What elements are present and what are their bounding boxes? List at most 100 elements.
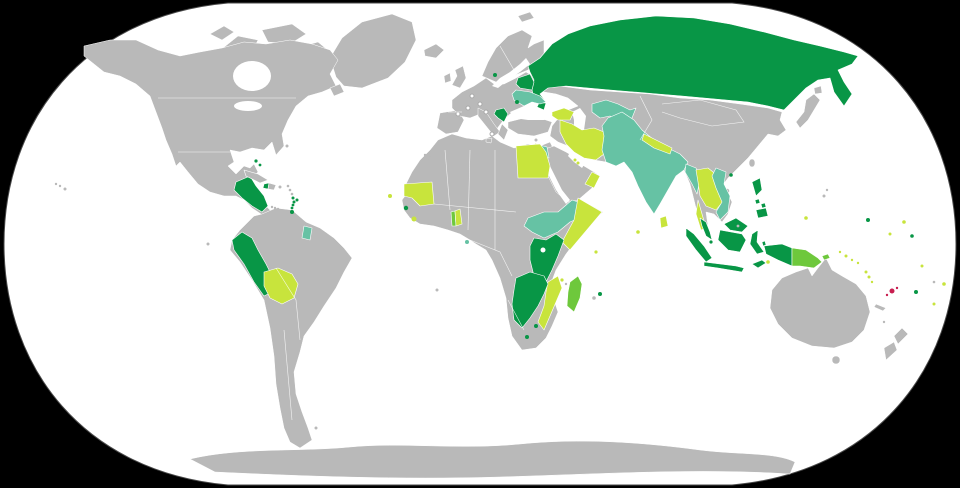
region-marshall-islands xyxy=(902,220,906,224)
region-hawaii-1 xyxy=(54,182,58,186)
region-caucasus xyxy=(551,107,575,121)
region-fiji-3 xyxy=(895,286,899,290)
region-fiji xyxy=(889,288,895,294)
region-malaysia xyxy=(699,217,749,241)
region-timor-leste xyxy=(766,260,770,264)
border-brazil xyxy=(275,267,301,341)
region-dominican-republic xyxy=(267,182,277,191)
region-tuvalu xyxy=(920,264,924,268)
region-fiji-2 xyxy=(885,293,889,297)
region-mauritius xyxy=(598,292,602,296)
region-vanuatu-2 xyxy=(867,275,871,279)
region-abc-3 xyxy=(276,207,280,211)
region-abc-2 xyxy=(273,206,277,210)
region-vietnam xyxy=(711,167,731,221)
region-antilles-gray-3 xyxy=(290,192,294,196)
region-suriname xyxy=(301,225,313,241)
border-scandinavia xyxy=(499,45,515,71)
region-bahamas xyxy=(254,159,258,163)
region-madagascar xyxy=(566,275,583,313)
region-hawaii-3 xyxy=(63,187,67,191)
region-cape-verde xyxy=(388,194,392,198)
region-belarus xyxy=(515,73,535,91)
region-northern-marianas xyxy=(825,188,829,192)
microstate-ring-6 xyxy=(489,131,495,137)
region-nauru xyxy=(888,232,892,236)
border-sahel xyxy=(433,203,517,213)
region-dominica xyxy=(291,196,295,200)
region-micronesia xyxy=(866,218,870,222)
region-barbados xyxy=(295,198,299,202)
region-puerto-rico xyxy=(278,185,282,189)
region-trinidad xyxy=(290,210,294,214)
region-norfolk xyxy=(882,320,886,324)
region-taiwan xyxy=(748,158,756,168)
region-japan xyxy=(795,85,823,129)
border-africa-congo xyxy=(469,239,513,277)
border-china-west xyxy=(639,95,653,141)
region-saint-helena xyxy=(435,288,439,292)
hudson-bay xyxy=(233,61,271,91)
region-brunei xyxy=(736,224,740,228)
region-hawaii-2 xyxy=(58,184,62,188)
region-east-africa xyxy=(529,233,565,283)
region-kaliningrad xyxy=(493,73,497,77)
region-vanuatu-3 xyxy=(870,280,874,284)
region-australia xyxy=(769,257,871,349)
region-greece xyxy=(497,123,509,141)
region-cook-islands xyxy=(932,302,936,306)
lake-victoria xyxy=(540,247,546,253)
region-solomon-2 xyxy=(844,254,848,258)
region-samoa xyxy=(942,282,946,286)
region-mozambique xyxy=(537,275,563,331)
region-comoros xyxy=(560,278,564,282)
persian-gulf xyxy=(568,152,586,168)
region-solomon-4 xyxy=(856,261,860,265)
region-bermuda xyxy=(285,144,289,148)
region-canary-islands-2 xyxy=(423,153,427,157)
region-guam xyxy=(822,194,826,198)
border-sahara-1 xyxy=(444,149,451,211)
region-qatar xyxy=(576,161,580,165)
region-philippines xyxy=(751,177,769,219)
region-abc-1 xyxy=(270,205,274,209)
region-antarctica xyxy=(189,440,796,479)
region-oman xyxy=(584,171,601,189)
region-iceland xyxy=(423,43,445,59)
region-lesotho xyxy=(525,335,529,339)
border-africa-south xyxy=(507,299,525,331)
region-serbia-bosnia xyxy=(493,107,509,123)
region-antilles-gray-1 xyxy=(286,184,290,188)
region-central-america xyxy=(233,175,269,213)
region-north-america xyxy=(83,39,339,225)
microstate-ring-1 xyxy=(455,111,461,117)
region-maldives xyxy=(636,230,640,234)
region-zambia-zimbabwe-botswana xyxy=(511,271,549,329)
region-british-isles xyxy=(443,65,467,89)
region-solomon-3 xyxy=(850,258,854,262)
region-seychelles xyxy=(594,250,598,254)
microstate-ring-5 xyxy=(483,109,489,115)
region-jamaica xyxy=(250,187,254,191)
region-bolivia xyxy=(263,267,299,305)
baltic-sea xyxy=(492,58,530,88)
region-canary-islands xyxy=(428,156,432,160)
region-russia xyxy=(527,15,859,111)
region-greenland xyxy=(329,13,417,89)
region-falklands xyxy=(314,426,318,430)
region-reunion xyxy=(592,296,596,300)
region-cyprus xyxy=(534,138,538,142)
region-vanuatu-1 xyxy=(864,270,868,274)
region-bahamas-2 xyxy=(258,163,262,167)
region-kiribati xyxy=(910,234,914,238)
microstate-ring-4 xyxy=(477,101,483,107)
region-mayotte xyxy=(564,282,568,286)
microstate-ring-2 xyxy=(465,105,471,111)
region-benin xyxy=(454,208,463,227)
border-sahara-2 xyxy=(467,149,471,231)
region-singapore xyxy=(709,240,713,244)
region-galapagos xyxy=(206,242,210,246)
region-sri-lanka xyxy=(659,215,669,229)
region-cuba xyxy=(243,169,269,184)
